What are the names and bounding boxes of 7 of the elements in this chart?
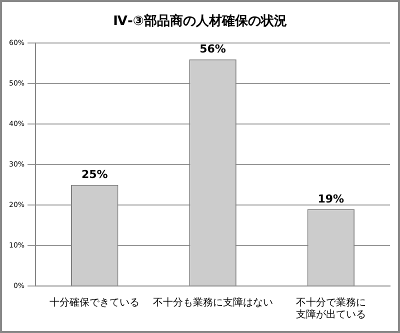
x-tick-label: 不十分も業務に支障はない: [152, 296, 273, 309]
x-tick-label: 不十分で業務に支障が出ている: [296, 296, 366, 321]
data-label: 19%: [318, 192, 344, 206]
chart-title: Ⅳ-③部品商の人材確保の状況: [112, 12, 288, 30]
data-label: 25%: [81, 168, 108, 182]
x-tick-label: 十分確保できている: [50, 296, 140, 309]
data-label: 56%: [200, 42, 226, 56]
